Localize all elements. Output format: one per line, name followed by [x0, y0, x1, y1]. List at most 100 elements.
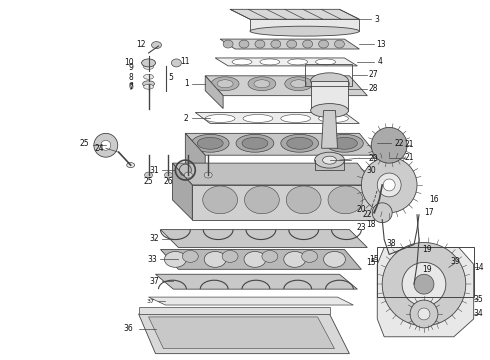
Text: 32: 32	[150, 234, 159, 243]
Ellipse shape	[285, 77, 313, 91]
Polygon shape	[185, 133, 377, 155]
Ellipse shape	[318, 114, 348, 122]
Circle shape	[418, 308, 430, 320]
Text: 30: 30	[367, 166, 376, 175]
Ellipse shape	[239, 40, 249, 48]
Text: 26: 26	[164, 177, 173, 186]
Polygon shape	[230, 9, 359, 19]
Ellipse shape	[203, 186, 238, 214]
Ellipse shape	[287, 40, 297, 48]
Text: 27: 27	[368, 70, 378, 79]
Text: 21: 21	[404, 153, 414, 162]
Polygon shape	[161, 230, 368, 247]
Ellipse shape	[222, 251, 238, 262]
Ellipse shape	[197, 137, 223, 149]
Ellipse shape	[250, 26, 359, 36]
Ellipse shape	[332, 137, 357, 149]
Polygon shape	[192, 185, 374, 220]
Ellipse shape	[291, 80, 307, 88]
Polygon shape	[172, 163, 374, 185]
Polygon shape	[205, 76, 368, 96]
Bar	[377, 247, 474, 297]
Bar	[305, 64, 352, 86]
Text: 10: 10	[124, 58, 133, 67]
Ellipse shape	[242, 137, 268, 149]
Ellipse shape	[321, 77, 349, 91]
Text: 39: 39	[450, 257, 460, 266]
Ellipse shape	[232, 59, 252, 65]
Ellipse shape	[255, 40, 265, 48]
Circle shape	[377, 173, 401, 197]
Ellipse shape	[236, 134, 274, 152]
Text: 14: 14	[474, 263, 484, 272]
Circle shape	[382, 243, 465, 326]
Ellipse shape	[260, 59, 280, 65]
Text: 19: 19	[422, 265, 432, 274]
Ellipse shape	[217, 80, 233, 88]
Polygon shape	[161, 249, 361, 269]
Ellipse shape	[322, 156, 337, 164]
Circle shape	[402, 262, 446, 306]
Ellipse shape	[327, 80, 343, 88]
Ellipse shape	[311, 104, 348, 117]
Ellipse shape	[143, 81, 154, 87]
Text: 15: 15	[369, 255, 379, 264]
Text: 8: 8	[128, 73, 133, 82]
Ellipse shape	[245, 186, 279, 214]
Circle shape	[372, 203, 392, 223]
Ellipse shape	[318, 40, 328, 48]
Ellipse shape	[191, 134, 229, 152]
Text: 36: 36	[124, 324, 134, 333]
Text: 2: 2	[184, 114, 189, 123]
Circle shape	[94, 133, 118, 157]
Text: 29: 29	[368, 154, 378, 163]
Polygon shape	[139, 314, 349, 354]
Circle shape	[414, 274, 434, 294]
Polygon shape	[311, 81, 348, 111]
Ellipse shape	[223, 40, 233, 48]
Text: 31: 31	[150, 166, 159, 175]
Text: 37: 37	[147, 298, 154, 303]
Ellipse shape	[184, 172, 192, 178]
Polygon shape	[172, 163, 192, 220]
Polygon shape	[148, 317, 335, 349]
Polygon shape	[155, 274, 357, 289]
Ellipse shape	[144, 64, 153, 69]
Ellipse shape	[144, 74, 153, 79]
Text: 25: 25	[144, 177, 153, 186]
Ellipse shape	[248, 77, 276, 91]
Polygon shape	[185, 133, 205, 185]
Ellipse shape	[281, 134, 318, 152]
Ellipse shape	[204, 251, 226, 267]
Circle shape	[383, 179, 395, 191]
Text: 18: 18	[367, 220, 376, 229]
Circle shape	[101, 140, 111, 150]
Text: 9: 9	[128, 63, 133, 72]
Text: 22: 22	[363, 210, 372, 219]
Ellipse shape	[144, 84, 153, 89]
Ellipse shape	[205, 114, 235, 122]
Ellipse shape	[211, 77, 239, 91]
Ellipse shape	[286, 186, 321, 214]
Ellipse shape	[243, 114, 273, 122]
Ellipse shape	[262, 251, 278, 262]
Ellipse shape	[182, 251, 198, 262]
Polygon shape	[205, 76, 223, 109]
Ellipse shape	[165, 251, 186, 267]
Ellipse shape	[288, 59, 308, 65]
Text: 6: 6	[128, 82, 133, 91]
Text: 7: 7	[128, 83, 133, 92]
Ellipse shape	[325, 134, 363, 152]
Ellipse shape	[165, 172, 172, 178]
Ellipse shape	[316, 59, 336, 65]
Ellipse shape	[127, 163, 135, 168]
Polygon shape	[196, 113, 359, 123]
Circle shape	[361, 157, 417, 213]
Ellipse shape	[172, 59, 181, 67]
Ellipse shape	[302, 251, 318, 262]
Text: 17: 17	[424, 208, 434, 217]
Text: 1: 1	[184, 79, 189, 88]
Polygon shape	[148, 297, 353, 305]
Polygon shape	[250, 19, 359, 31]
Text: 33: 33	[147, 255, 157, 264]
